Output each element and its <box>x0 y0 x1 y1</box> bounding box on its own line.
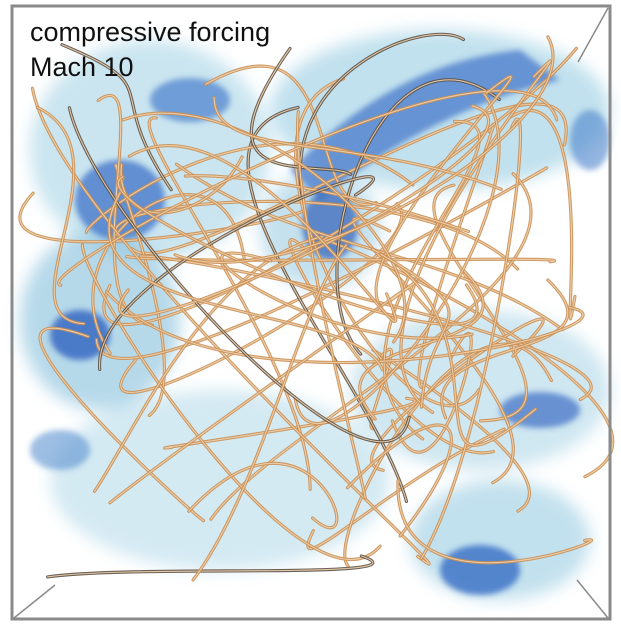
caption-line: Mach 10 <box>30 52 134 82</box>
core <box>570 110 610 170</box>
core <box>500 392 580 428</box>
page: compressive forcing Mach 10 (() => { con… <box>0 0 621 625</box>
caption-line: compressive forcing <box>30 17 270 47</box>
visualization: compressive forcing Mach 10 <box>0 0 621 625</box>
core <box>30 430 90 470</box>
core <box>440 545 520 595</box>
